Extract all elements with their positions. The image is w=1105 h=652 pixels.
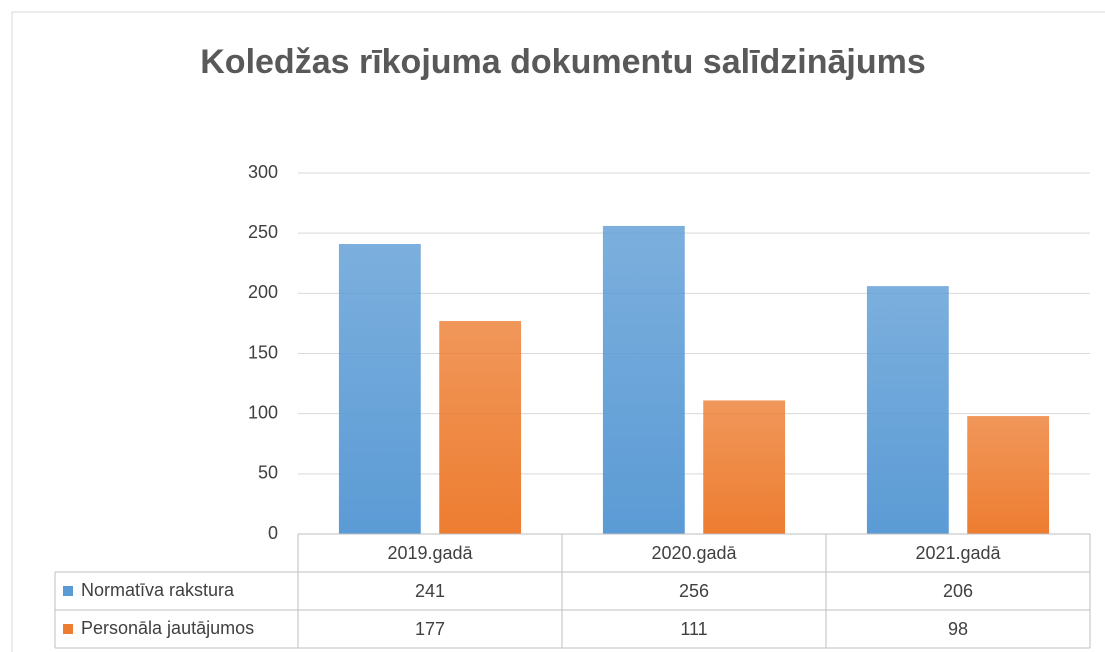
y-tick-label: 250 xyxy=(248,222,278,242)
bar xyxy=(602,225,685,535)
y-tick-label: 300 xyxy=(248,162,278,182)
y-tick-label: 0 xyxy=(268,523,278,543)
x-tick-label: 2020.gadā xyxy=(651,543,737,563)
bar xyxy=(338,243,421,534)
bar xyxy=(967,416,1050,534)
data-table-value: 98 xyxy=(948,619,968,639)
bar xyxy=(866,286,949,534)
y-tick-label: 200 xyxy=(248,282,278,302)
y-tick-label: 50 xyxy=(258,463,278,483)
bar xyxy=(439,321,522,534)
chart-title: Koledžas rīkojuma dokumentu salīdzinājum… xyxy=(200,43,926,81)
data-table-value: 206 xyxy=(943,581,973,601)
data-table-value: 241 xyxy=(415,581,445,601)
y-tick-label: 100 xyxy=(248,402,278,422)
x-tick-label: 2019.gadā xyxy=(387,543,473,563)
legend-swatch xyxy=(63,586,73,596)
x-tick-label: 2021.gadā xyxy=(915,543,1001,563)
bar xyxy=(703,400,786,534)
legend-swatch xyxy=(63,624,73,634)
legend-label: Normatīva rakstura xyxy=(81,580,235,600)
data-table-value: 177 xyxy=(415,619,445,639)
data-table-value: 256 xyxy=(679,581,709,601)
data-table-value: 111 xyxy=(680,619,707,639)
legend-label: Personāla jautājumos xyxy=(81,618,254,638)
y-tick-label: 150 xyxy=(248,342,278,362)
